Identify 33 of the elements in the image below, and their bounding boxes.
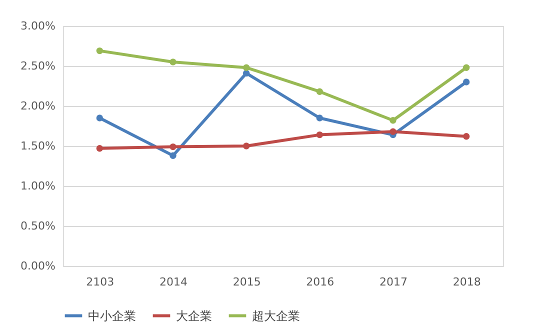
x-tick-label: 2015 <box>232 276 261 288</box>
point <box>96 114 104 122</box>
point <box>390 128 396 135</box>
legend-label: 大企業 <box>176 308 212 323</box>
x-tick-label: 2017 <box>380 276 408 288</box>
x-tick-label: 2014 <box>160 276 188 288</box>
point <box>242 64 250 71</box>
point <box>316 131 324 138</box>
y-tick-label: 1.50% <box>20 140 56 152</box>
point <box>242 142 250 150</box>
y-tick-label: 0.00% <box>20 260 56 272</box>
y-tick-label: 2.00% <box>20 100 56 112</box>
point <box>462 78 470 86</box>
point <box>170 143 176 150</box>
point <box>96 145 104 152</box>
point <box>316 88 324 95</box>
point <box>390 117 396 124</box>
y-tick-label: 3.00% <box>20 20 56 32</box>
legend-label: 中小企業 <box>88 308 136 323</box>
point <box>170 152 176 159</box>
x-tick-label: 2016 <box>306 276 334 288</box>
legend-label: 超大企業 <box>252 308 300 323</box>
point <box>242 70 250 77</box>
x-tick-label: 2018 <box>452 276 481 288</box>
x-tick-label: 2103 <box>86 276 114 288</box>
point <box>316 114 324 122</box>
y-tick-label: 0.50% <box>20 220 56 232</box>
point <box>96 47 104 54</box>
point <box>462 133 470 140</box>
point <box>170 58 176 66</box>
y-tick-label: 2.50% <box>20 60 56 72</box>
y-tick-label: 1.00% <box>20 180 56 192</box>
point <box>462 64 470 71</box>
